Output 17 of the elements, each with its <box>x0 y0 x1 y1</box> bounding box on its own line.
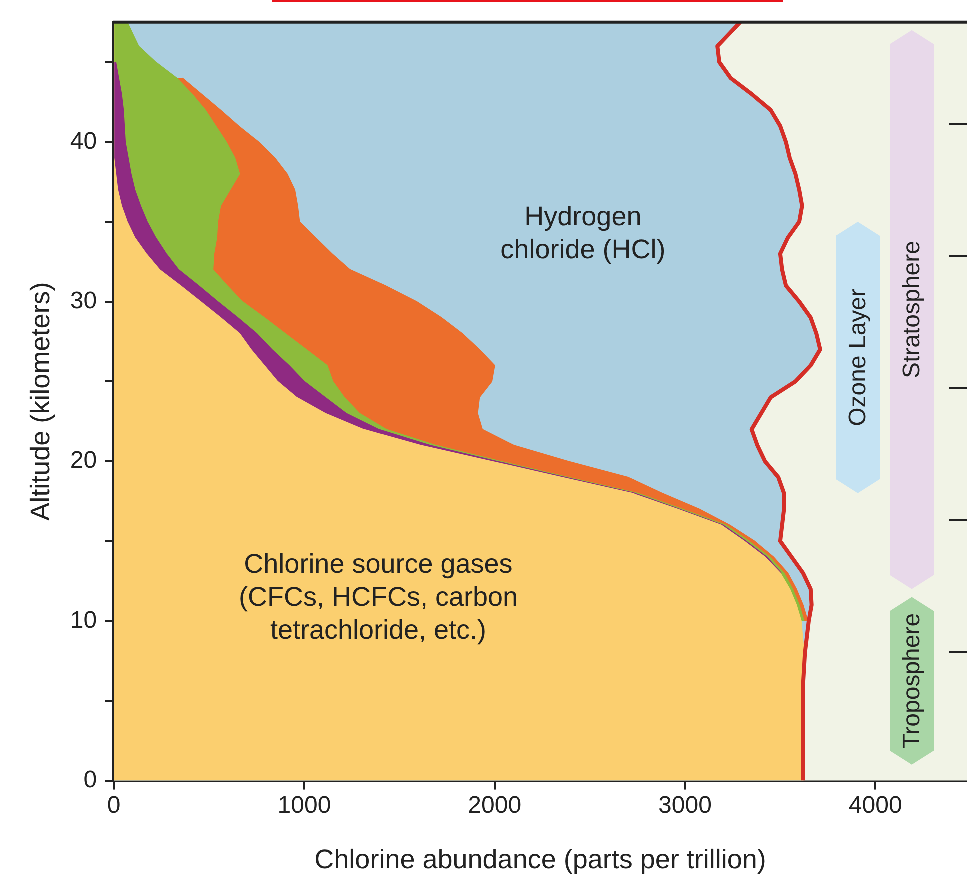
x-tick-label: 2000 <box>468 792 522 819</box>
band-label: Stratosphere <box>898 241 926 379</box>
y-axis-title: Altitude (kilometers) <box>26 282 56 521</box>
x-axis-title: Chlorine abundance (parts per trillion) <box>314 844 766 874</box>
x-tick-label: 0 <box>107 792 121 819</box>
y-tick-label: 30 <box>70 287 98 314</box>
y-tick-label: 0 <box>84 766 98 794</box>
y-tick-label: 10 <box>70 606 98 634</box>
x-tick-label: 3000 <box>658 792 712 819</box>
band-label: Troposphere <box>898 613 926 749</box>
y-tick-label: 20 <box>70 447 98 474</box>
x-tick-label: 4000 <box>848 792 902 819</box>
annotation: Chlorine source gases (CFCs, HCFCs, carbon tetrachloride, etc.) <box>238 549 518 646</box>
x-tick-label: 1000 <box>278 792 332 819</box>
annotation: Hydrogen chloride (HCl) <box>500 202 666 265</box>
band-label: Ozone Layer <box>844 288 872 426</box>
y-tick-label: 40 <box>70 128 98 155</box>
